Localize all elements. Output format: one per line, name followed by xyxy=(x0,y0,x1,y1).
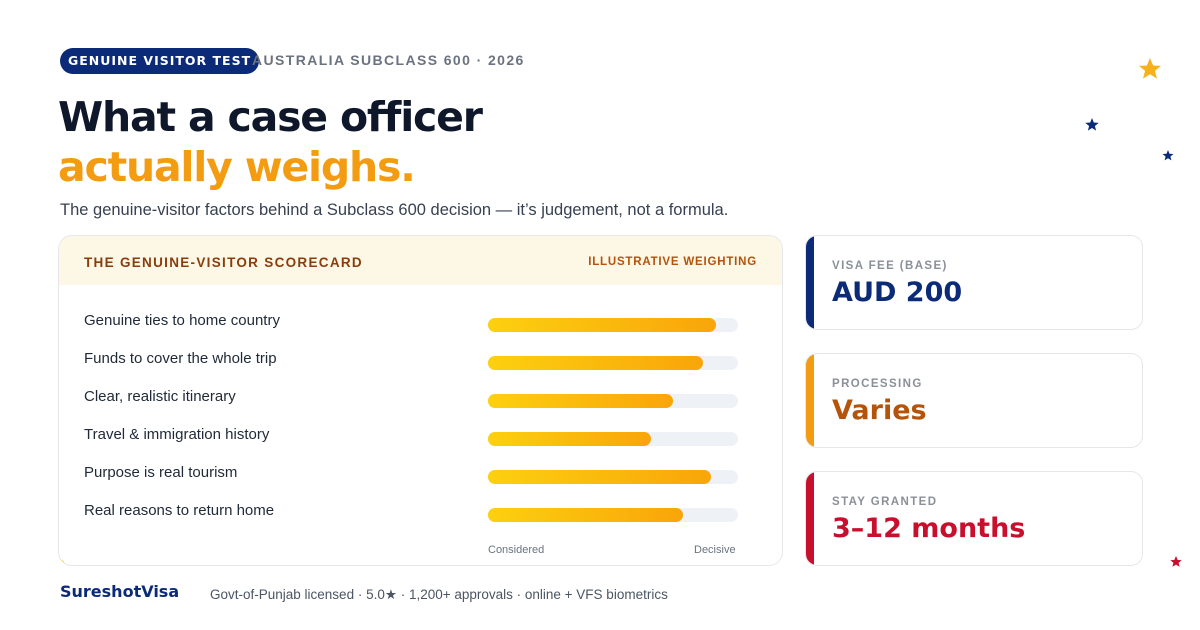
factor-row: Real reasons to return home xyxy=(84,493,744,531)
factor-row: Purpose is real tourism xyxy=(84,455,744,493)
factor-row: Travel & immigration history xyxy=(84,417,744,455)
weight-bar-fill xyxy=(488,318,716,332)
stat-accent-rail xyxy=(806,236,814,329)
brand-name-part2: Visa xyxy=(141,582,180,601)
weight-bar-track xyxy=(488,508,738,522)
factor-label: Funds to cover the whole trip xyxy=(84,350,277,367)
scorecard-title: THE GENUINE-VISITOR SCORECARD xyxy=(84,255,363,270)
star-icon xyxy=(1139,58,1161,79)
factor-label: Purpose is real tourism xyxy=(84,464,238,481)
scorecard-tag: ILLUSTRATIVE WEIGHTING xyxy=(588,256,757,268)
factor-label: Clear, realistic itinerary xyxy=(84,388,236,405)
factor-label: Travel & immigration history xyxy=(84,426,270,443)
subtitle: The genuine-visitor factors behind a Sub… xyxy=(60,201,729,219)
factor-row: Genuine ties to home country xyxy=(84,303,744,341)
factor-label: Real reasons to return home xyxy=(84,502,275,519)
brand-name-part1: Sureshot xyxy=(60,582,142,601)
corner-accent xyxy=(59,559,65,565)
stat-value: AUD 200 xyxy=(832,277,963,308)
weight-bar-track xyxy=(488,470,738,484)
stat-accent-rail xyxy=(806,472,814,565)
scale-low-label: Considered xyxy=(488,544,545,556)
scale-high-label: Decisive xyxy=(694,544,736,556)
category-badge: GENUINE VISITOR TEST xyxy=(60,48,260,74)
weight-bar-fill xyxy=(488,394,673,408)
star-icon xyxy=(1162,150,1174,161)
weight-bar-track xyxy=(488,318,738,332)
stat-card-stay-granted: STAY GRANTED 3–12 months xyxy=(805,471,1143,566)
weight-bar-track xyxy=(488,356,738,370)
stat-accent-rail xyxy=(806,354,814,447)
factor-label: Genuine ties to home country xyxy=(84,312,280,329)
weight-bar-fill xyxy=(488,432,651,446)
weight-bar-fill xyxy=(488,356,703,370)
weight-bar-track xyxy=(488,394,738,408)
stat-label: VISA FEE (BASE) xyxy=(832,260,948,272)
headline-line-1: What a case officer xyxy=(58,93,483,141)
weight-bar-track xyxy=(488,432,738,446)
weight-bar-fill xyxy=(488,470,711,484)
factor-row: Funds to cover the whole trip xyxy=(84,341,744,379)
stat-card-visa-fee: VISA FEE (BASE) AUD 200 xyxy=(805,235,1143,330)
eyebrow-text: AUSTRALIA SUBCLASS 600 · 2026 xyxy=(252,52,525,68)
brand-logo[interactable]: SureshotVisa xyxy=(60,582,179,601)
scorecard-header: THE GENUINE-VISITOR SCORECARD ILLUSTRATI… xyxy=(59,236,782,285)
stat-label: PROCESSING xyxy=(832,378,923,390)
weight-bar-fill xyxy=(488,508,683,522)
stat-card-processing: PROCESSING Varies xyxy=(805,353,1143,448)
stat-label: STAY GRANTED xyxy=(832,496,938,508)
scorecard-panel: THE GENUINE-VISITOR SCORECARD ILLUSTRATI… xyxy=(58,235,783,566)
headline-line-2: actually weighs. xyxy=(58,143,416,191)
stat-value: 3–12 months xyxy=(832,513,1026,544)
footer-credentials: Govt-of-Punjab licensed · 5.0★ · 1,200+ … xyxy=(210,587,668,602)
star-icon xyxy=(1170,556,1182,567)
stat-value: Varies xyxy=(832,395,927,426)
star-icon xyxy=(1085,118,1099,131)
factor-row: Clear, realistic itinerary xyxy=(84,379,744,417)
